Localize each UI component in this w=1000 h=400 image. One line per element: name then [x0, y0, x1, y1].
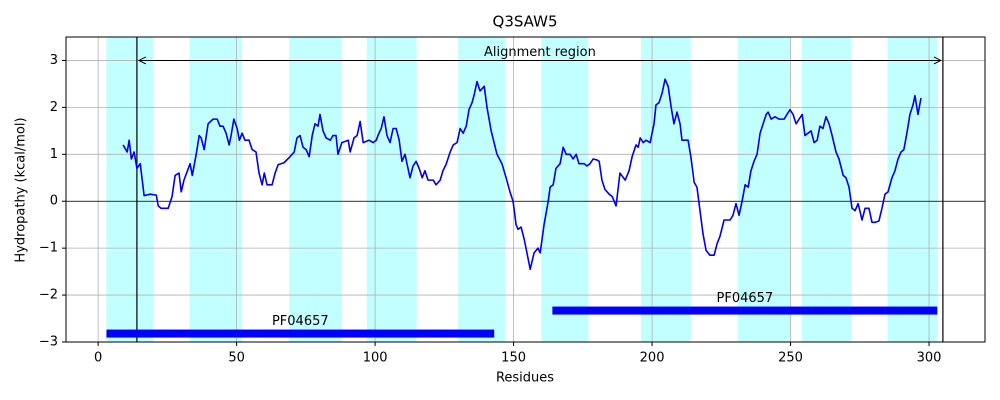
region — [541, 37, 589, 342]
region — [366, 37, 417, 342]
x-axis-label: Residues — [496, 371, 554, 386]
region — [887, 37, 938, 342]
y-tick-label: −2 — [39, 288, 58, 303]
y-tick-label: −1 — [39, 241, 58, 256]
region — [801, 37, 852, 342]
region — [737, 37, 791, 342]
y-tick-label: −3 — [39, 335, 58, 350]
x-tick-label: 150 — [501, 351, 526, 366]
domain-label: PF04657 — [272, 314, 329, 329]
y-axis-label: Hydropathy (kcal/mol) — [14, 117, 29, 262]
y-tick-label: 1 — [50, 147, 58, 162]
y-tick-label: 2 — [50, 100, 58, 115]
domain-bar — [552, 306, 938, 315]
arrow-head — [933, 56, 943, 65]
domain-label: PF04657 — [717, 291, 774, 306]
alignment-label: Alignment region — [484, 45, 596, 60]
y-tick-label: 0 — [50, 194, 58, 209]
hydropathy-line — [122, 78, 922, 271]
x-tick-label: 50 — [228, 351, 245, 366]
x-tick-label: 0 — [94, 351, 102, 366]
y-tick-label: 3 — [50, 53, 58, 68]
domain-bar — [106, 329, 495, 338]
region — [189, 37, 243, 342]
x-tick-label: 300 — [917, 351, 942, 366]
chart-title: Q3SAW5 — [493, 13, 558, 31]
region — [458, 37, 506, 342]
x-tick-label: 200 — [640, 351, 665, 366]
region — [640, 37, 691, 342]
plot-frame — [65, 36, 986, 343]
x-tick-label: 100 — [363, 351, 388, 366]
x-tick-label: 250 — [778, 351, 803, 366]
region — [106, 37, 154, 342]
region — [289, 37, 342, 342]
arrow-head — [137, 56, 147, 65]
